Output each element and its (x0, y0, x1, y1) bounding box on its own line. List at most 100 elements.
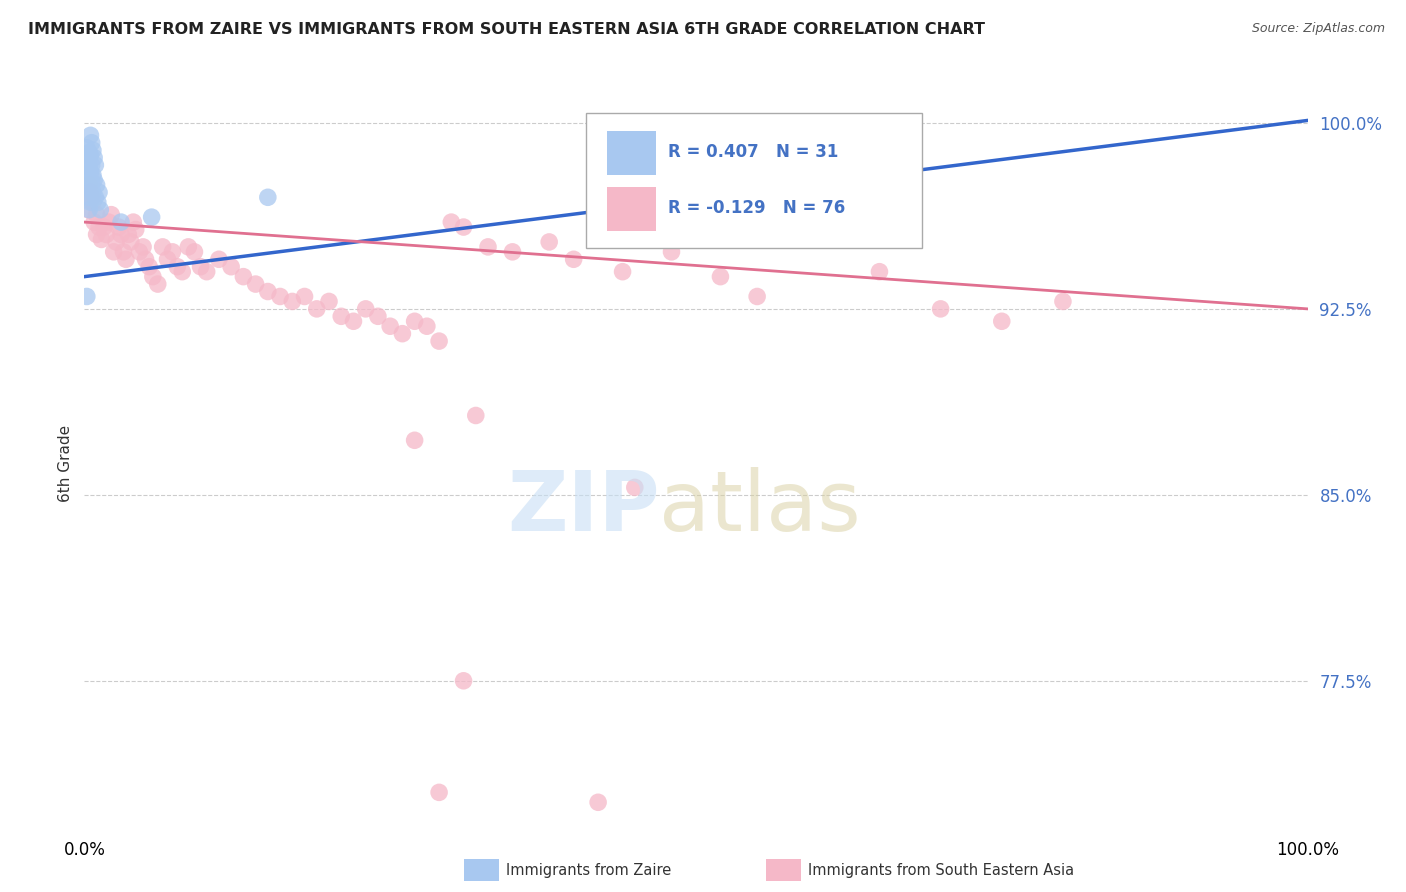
Point (416, 319, 439, 334)
Point (82, 168, 104, 182)
Point (156, 252, 179, 267)
Point (105, 235, 128, 249)
Point (141, 210, 163, 224)
Point (208, 252, 231, 267)
Point (367, 310, 389, 324)
Point (122, 215, 145, 229)
Point (82, 143, 104, 157)
Point (138, 260, 160, 274)
Point (624, 480, 647, 494)
Point (294, 289, 316, 303)
Point (86, 178, 108, 192)
Point (110, 227, 132, 242)
Point (77, 145, 100, 160)
Point (79, 195, 101, 210)
Point (404, 314, 426, 328)
Point (128, 244, 150, 259)
Point (112, 244, 135, 259)
Point (110, 215, 132, 229)
Point (77, 202, 100, 217)
Point (807, 227, 830, 242)
Point (80, 136, 103, 150)
Point (404, 434, 426, 448)
Bar (606, 187, 655, 231)
Point (477, 240, 499, 254)
Point (120, 235, 142, 249)
Point (117, 227, 139, 242)
Point (76, 141, 98, 155)
Point (97, 215, 120, 229)
Point (281, 294, 304, 309)
Bar (606, 131, 655, 175)
Point (84, 158, 107, 172)
Point (219, 260, 242, 274)
Point (245, 277, 267, 291)
Point (77, 202, 100, 217)
Point (747, 289, 769, 303)
Point (318, 294, 340, 309)
Point (79, 165, 101, 179)
Point (80, 176, 103, 190)
Point (538, 235, 561, 249)
Point (77, 178, 100, 192)
Point (177, 240, 200, 254)
Point (135, 252, 157, 267)
Point (79, 183, 101, 197)
Point (83, 173, 105, 187)
Point (80, 158, 103, 172)
Point (125, 222, 148, 236)
Point (453, 673, 475, 688)
Y-axis label: 6th Grade: 6th Grade (58, 425, 73, 502)
Point (391, 326, 413, 341)
Point (661, 244, 683, 259)
Point (269, 289, 291, 303)
Point (132, 240, 155, 254)
Point (453, 220, 475, 235)
Point (77, 153, 100, 167)
Point (142, 269, 165, 284)
Point (83, 151, 105, 165)
Point (195, 265, 218, 279)
Point (103, 244, 125, 259)
Text: R = 0.407   N = 31: R = 0.407 N = 31 (668, 143, 838, 161)
Point (79, 128, 101, 143)
Point (76, 289, 98, 303)
Point (342, 314, 364, 328)
Text: atlas: atlas (659, 467, 860, 549)
FancyBboxPatch shape (586, 112, 922, 248)
Point (93, 220, 115, 235)
Point (257, 285, 280, 299)
Point (83, 215, 105, 229)
Point (82, 186, 104, 200)
Point (586, 795, 609, 809)
Point (77, 161, 100, 175)
Point (87, 195, 110, 210)
Point (77, 190, 100, 204)
Point (77, 170, 100, 185)
Point (82, 195, 104, 210)
Point (162, 244, 184, 259)
Point (87, 186, 110, 200)
Point (183, 244, 205, 259)
Point (86, 227, 108, 242)
Point (87, 220, 110, 235)
Point (79, 186, 101, 200)
Point (1052, 294, 1074, 309)
Point (990, 314, 1012, 328)
Point (80, 190, 103, 204)
Point (84, 190, 107, 204)
Point (257, 190, 280, 204)
Text: Immigrants from South Eastern Asia: Immigrants from South Eastern Asia (808, 863, 1074, 878)
Text: ZIP: ZIP (506, 467, 659, 549)
Point (464, 409, 486, 423)
Point (190, 260, 212, 274)
Point (90, 232, 112, 246)
Point (86, 208, 108, 222)
Point (709, 269, 731, 284)
Point (929, 301, 952, 316)
Point (869, 265, 891, 279)
Point (305, 301, 328, 316)
Point (77, 178, 100, 192)
Text: R = -0.129   N = 76: R = -0.129 N = 76 (668, 199, 845, 217)
Point (427, 785, 450, 799)
